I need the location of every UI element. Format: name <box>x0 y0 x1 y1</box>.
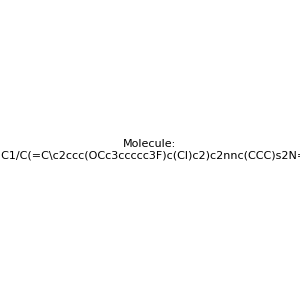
Text: Molecule:
O=C1/C(=C\c2ccc(OCc3ccccc3F)c(Cl)c2)c2nnc(CCC)s2N=...: Molecule: O=C1/C(=C\c2ccc(OCc3ccccc3F)c(… <box>0 139 300 161</box>
